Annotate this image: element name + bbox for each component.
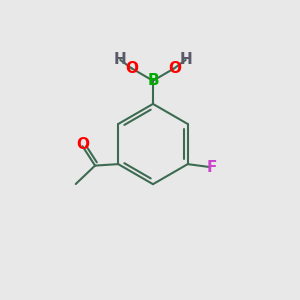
Text: H: H [179, 52, 192, 68]
Text: O: O [168, 61, 181, 76]
Text: O: O [125, 61, 138, 76]
Text: B: B [147, 73, 159, 88]
Text: F: F [206, 160, 217, 175]
Text: H: H [114, 52, 127, 68]
Text: O: O [76, 137, 89, 152]
